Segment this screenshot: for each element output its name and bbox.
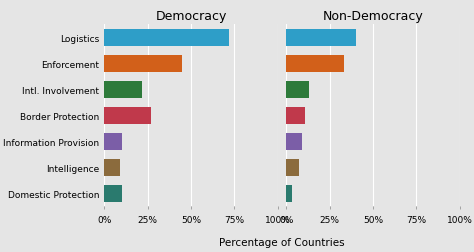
Bar — [286, 133, 302, 150]
Bar — [286, 30, 356, 47]
Bar — [286, 82, 309, 99]
Bar — [104, 185, 122, 202]
Bar — [104, 159, 120, 176]
Text: Percentage of Countries: Percentage of Countries — [219, 237, 345, 247]
Title: Democracy: Democracy — [155, 10, 227, 23]
Bar — [104, 108, 151, 124]
Bar — [104, 133, 122, 150]
Bar — [104, 82, 142, 99]
Bar — [286, 159, 299, 176]
Title: Non-Democracy: Non-Democracy — [323, 10, 423, 23]
Bar — [104, 30, 229, 47]
Bar — [286, 185, 292, 202]
Bar — [286, 56, 344, 73]
Bar — [104, 56, 182, 73]
Bar — [286, 108, 305, 124]
